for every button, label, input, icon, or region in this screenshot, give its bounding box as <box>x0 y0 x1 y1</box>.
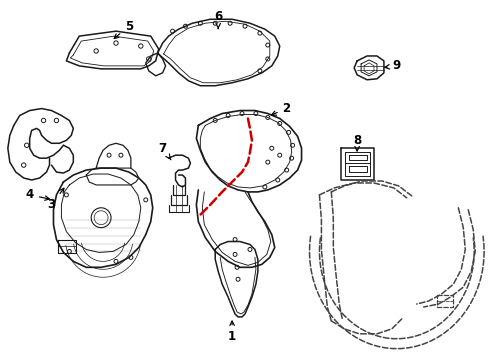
Text: 4: 4 <box>25 188 49 201</box>
Text: 3: 3 <box>47 188 64 211</box>
Text: 6: 6 <box>214 10 222 28</box>
Text: 9: 9 <box>384 59 400 72</box>
Text: 2: 2 <box>271 102 290 115</box>
Text: 1: 1 <box>227 321 236 343</box>
Text: 7: 7 <box>158 142 170 160</box>
Text: 8: 8 <box>352 134 361 151</box>
Text: 5: 5 <box>114 20 133 39</box>
